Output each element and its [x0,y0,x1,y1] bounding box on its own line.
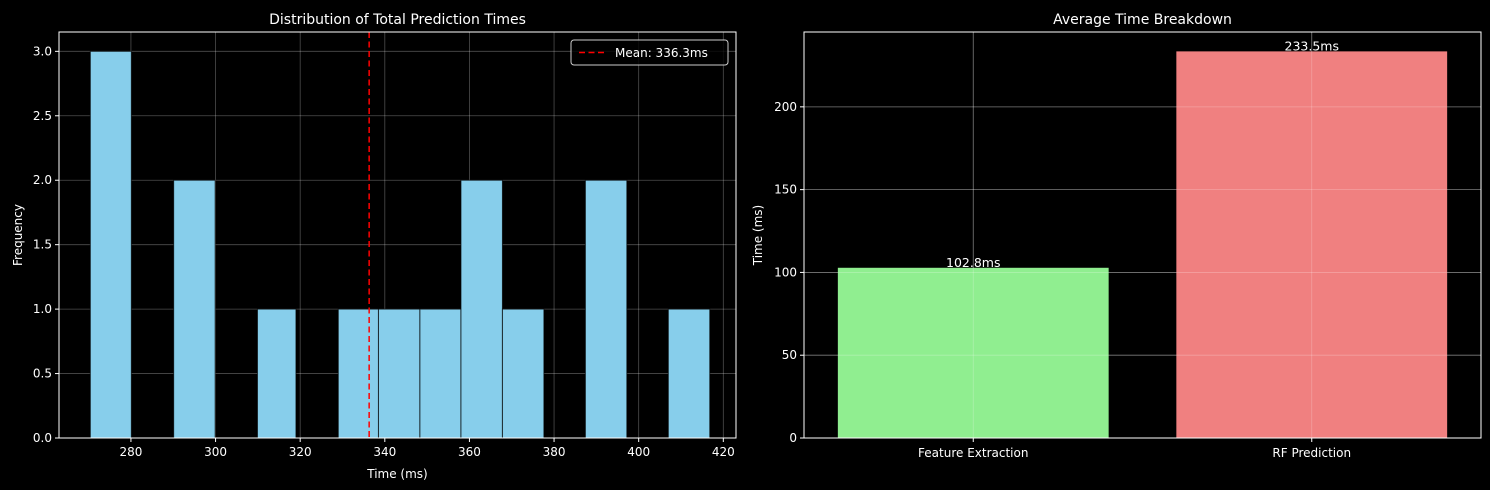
histogram-legend: Mean: 336.3ms [570,39,729,66]
histogram-y-tick-label: 2.5 [33,109,52,123]
breakdown-x-ticks: Feature Extraction RF Prediction [918,438,1351,460]
histogram-x-tick-label: 320 [289,445,312,459]
breakdown-y-tick-label: 0 [789,431,797,445]
histogram-y-tick-label: 0.5 [33,367,52,381]
breakdown-y-tick-label: 100 [774,265,797,279]
histogram-x-tick-label: 360 [458,445,481,459]
breakdown-y-tick-label: 50 [782,348,797,362]
histogram-x-tick-label: 420 [712,445,735,459]
breakdown-category-label: RF Prediction [1272,446,1351,460]
histogram-bar [377,308,421,439]
histogram-y-tick-label: 1.5 [33,238,52,252]
legend-mean-label: Mean: 336.3ms [615,46,708,60]
histogram-y-tick-label: 0.0 [33,431,52,445]
histogram-bar [337,308,379,439]
histogram-x-tick-label: 300 [204,445,227,459]
histogram-y-ticks: 0.0 0.5 1.0 1.5 2.0 2.5 3.0 [33,44,59,445]
breakdown-y-ticks: 0 50 100 150 200 [774,100,804,445]
breakdown-value-label: 233.5ms [1285,38,1339,53]
histogram-bar [501,308,545,439]
breakdown-category-label: Feature Extraction [918,446,1028,460]
histogram-y-axis-label: Frequency [11,204,25,266]
histogram-bar [89,50,132,439]
breakdown-panel: Feature Extraction RF Prediction 0 50 100 15… [751,12,1482,460]
breakdown-axes-frame [803,31,1482,439]
breakdown-value-label: 102.8ms [946,255,1000,270]
breakdown-title: Average Time Breakdown [1053,12,1232,28]
histogram-y-tick-label: 3.0 [33,44,52,58]
histogram-bar [584,179,628,439]
breakdown-y-tick-label: 150 [774,183,797,197]
breakdown-bars [804,32,1481,439]
histogram-bar [667,308,711,439]
histogram-y-tick-label: 2.0 [33,173,52,187]
legend-box [570,39,729,66]
histogram-title: Distribution of Total Prediction Times [269,12,526,28]
histogram-y-tick-label: 1.0 [33,302,52,316]
histogram-x-axis-label: Time (ms) [366,467,428,481]
histogram-bar [256,308,297,439]
breakdown-bar [1176,51,1448,439]
breakdown-y-tick-label: 200 [774,100,797,114]
histogram-panel: 280 300 320 340 360 380 400 420 0.0 0.5 1.0 1.5 2.0… [11,12,737,481]
histogram-x-tick-label: 340 [373,445,396,459]
histogram-bar [460,179,503,439]
histogram-bars [89,50,711,439]
histogram-bar [419,308,462,439]
histogram-x-tick-label: 400 [627,445,650,459]
breakdown-y-axis-label: Time (ms) [751,205,765,267]
histogram-x-ticks: 280 300 320 340 360 380 400 420 [119,438,735,459]
breakdown-value-labels: 102.8ms 233.5ms [946,38,1339,269]
histogram-axes-frame [58,31,737,439]
histogram-x-tick-label: 380 [543,445,566,459]
histogram-x-tick-label: 280 [119,445,142,459]
histogram-bar [173,179,216,439]
breakdown-bar [837,267,1109,438]
